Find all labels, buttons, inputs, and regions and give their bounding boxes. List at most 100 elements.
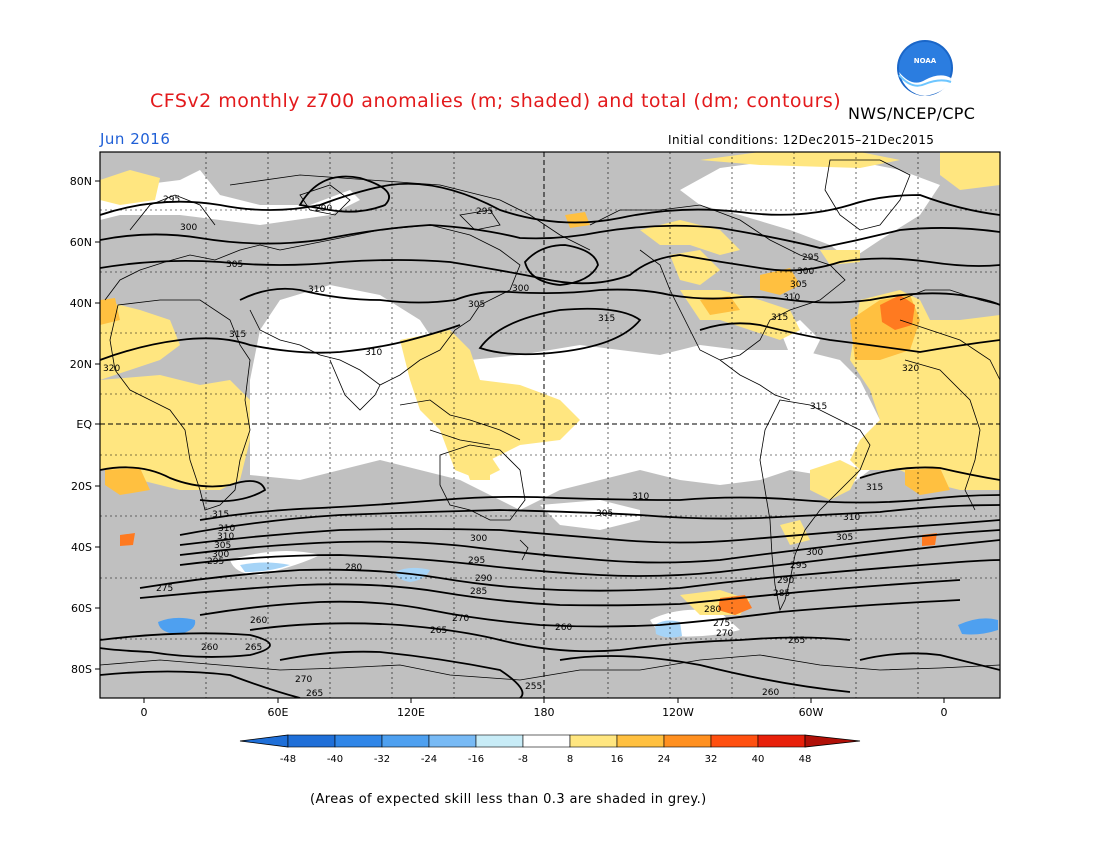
contour-label: 265 [306,689,323,699]
lon-label: 180 [534,706,555,719]
contour-label: 260 [762,688,779,698]
contour-labels: 295 290 300 305 295 310 310 305 300 315 … [103,195,919,699]
colorbar-arrow-left [239,734,289,748]
map-border [99,151,1001,699]
contour-label: 310 [218,524,235,534]
lat-label: EQ [76,418,92,431]
colorbar-tick: 40 [752,754,765,765]
contour-label: 315 [771,313,788,323]
height-contours [100,175,1000,698]
colorbar-tick: -32 [374,754,390,765]
contour-label: 300 [212,550,229,560]
noaa-logo: NOAA [897,40,953,96]
contour-label: 300 [470,534,487,544]
contour-label: 280 [704,605,721,615]
map-area [100,152,1000,698]
contour-label: 265 [245,643,262,653]
contour-label: 295 [802,253,819,263]
contour-label: 290 [777,576,794,586]
contour-label: 315 [866,483,883,493]
lon-label: 60E [268,706,289,719]
lon-label: 120W [662,706,694,719]
lon-label: 0 [141,706,148,719]
contour-label: 310 [365,348,382,358]
colorbar-tick: -40 [327,754,343,765]
chart-title: CFSv2 monthly z700 anomalies (m; shaded)… [150,90,842,112]
contour-label: 270 [716,629,733,639]
colorbar-tick: -16 [468,754,484,765]
contour-label: 305 [596,509,613,519]
contour-label: 255 [525,682,542,692]
contour-label: 275 [713,619,730,629]
forecast-month: Jun 2016 [100,130,171,148]
contour-label: 310 [843,513,860,523]
contour-label: 315 [810,402,827,412]
colorbar-tick: -24 [421,754,437,765]
contour-label: 310 [783,293,800,303]
contour-label: 295 [476,207,493,217]
lat-label: 60N [70,236,92,249]
contour-label: 300 [797,267,814,277]
skill-footnote: (Areas of expected skill less than 0.3 a… [310,792,707,807]
contour-label: 280 [345,563,362,573]
contour-label: 295 [468,556,485,566]
contour-label: 300 [180,223,197,233]
lon-label: 0 [941,706,948,719]
lon-axis: 0 60E 120E 180 120W 60W 0 [141,698,948,719]
contour-label: 320 [103,364,120,374]
contour-label: 265 [430,626,447,636]
colorbar-tick: -8 [518,754,528,765]
contour-label: 310 [217,532,234,542]
contour-label: 270 [452,614,469,624]
contour-label: 310 [308,285,325,295]
contour-label: 310 [632,492,649,502]
contour-label: 295 [163,195,180,205]
contour-label: 295 [207,557,224,567]
contour-label: 305 [836,533,853,543]
contour-label: 260 [201,643,218,653]
noaa-logo-text: NOAA [914,57,937,65]
contour-label: 285 [470,587,487,597]
lat-label: 20S [71,480,92,493]
contour-label: 285 [773,589,790,599]
contour-label: 305 [468,300,485,310]
colorbar-tick: -48 [280,754,296,765]
lat-label: 40S [71,541,92,554]
lat-label: 80S [71,663,92,676]
contour-label: 265 [788,636,805,646]
colorbar: -48 -40 -32 -24 -16 -8 8 16 24 32 40 48 [239,734,861,765]
lat-label: 20N [70,358,92,371]
contour-label: 305 [226,260,243,270]
negative-anomaly [158,617,998,635]
colorbar-arrow-right [804,734,861,748]
contour-label: 300 [512,284,529,294]
lat-label: 40N [70,297,92,310]
contour-label: 305 [214,541,231,551]
colorbar-tick: 16 [611,754,624,765]
contour-label: 315 [212,510,229,520]
contour-label: 315 [229,330,246,340]
contour-label: 275 [156,584,173,594]
lon-label: 120E [397,706,425,719]
contour-label: 290 [315,204,332,214]
colorbar-tick: 24 [658,754,671,765]
colorbar-tick: 32 [705,754,718,765]
lon-label: 60W [799,706,824,719]
contour-label: 290 [475,574,492,584]
contour-label: 315 [598,314,615,324]
contour-label: 260 [250,616,267,626]
contour-label: 305 [790,280,807,290]
contour-label: 300 [806,548,823,558]
lat-label: 60S [71,602,92,615]
contour-label: 320 [902,364,919,374]
contour-label: 270 [295,675,312,685]
contour-label: 260 [555,623,572,633]
colorbar-tick: 8 [567,754,573,765]
initial-conditions: Initial conditions: 12Dec2015–21Dec2015 [668,133,935,147]
colorbar-tick: 48 [799,754,812,765]
lat-label: 80N [70,175,92,188]
contour-label: 295 [790,561,807,571]
agency-label: NWS/NCEP/CPC [848,104,976,123]
lat-axis: 80N 60N 40N 20N EQ 20S 40S 60S 80S [70,175,100,676]
